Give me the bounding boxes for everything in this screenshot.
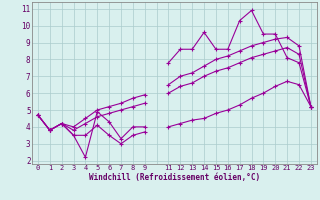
X-axis label: Windchill (Refroidissement éolien,°C): Windchill (Refroidissement éolien,°C) [89, 173, 260, 182]
